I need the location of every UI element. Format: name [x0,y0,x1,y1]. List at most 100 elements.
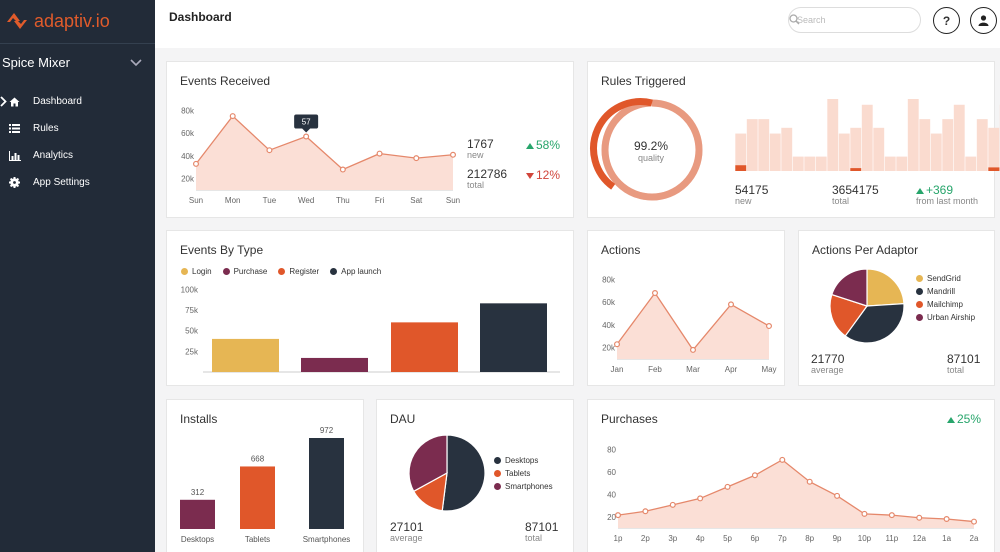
x-tick-label: Sun [189,196,203,205]
x-tick-label: Sat [410,196,423,205]
user-button[interactable] [970,7,997,34]
bar [861,104,873,171]
sidebar-item-rules[interactable]: Rules [0,115,155,142]
bar [746,119,758,171]
list-icon [9,123,21,135]
monthly-change-stat: +369 from last month [916,184,978,206]
bar [907,99,919,171]
sidebar-item-analytics[interactable]: Analytics [0,142,155,169]
data-label: 312 [191,488,205,497]
sidebar-item-dashboard[interactable]: Dashboard [0,88,155,115]
total-rules-stat: 3654175 total [832,184,879,206]
actions-card: Actions 80k 60k 40k 20k Jan Feb Mar Apr May [587,230,785,386]
y-tick-label: 100k [181,285,199,294]
data-point [376,150,383,157]
x-tick-label: 1a [942,534,951,543]
sidebar-item-label: Dashboard [33,96,82,107]
data-point [651,290,658,297]
x-tick-label: 9p [833,534,842,543]
data-point [642,508,649,515]
data-point [751,472,758,479]
logo-mark-icon [7,13,27,29]
legend-label: App launch [341,267,382,276]
help-button[interactable]: ? [933,7,960,34]
y-tick-label: 25k [185,347,199,356]
purchases-chart: 80 60 40 20 1p 2p 3p 4p 5p 6p 7p 8p 9p 10p 11p 12a 1a 2a [607,445,979,543]
sidebar-item-label: App Settings [33,177,90,188]
card-title: Actions Per Adaptor [812,243,919,257]
bar [953,104,965,171]
bar [180,499,215,529]
home-icon [9,96,21,108]
bar [815,156,827,171]
data-point [615,512,622,519]
x-tick-label: 12a [913,534,927,543]
legend-swatch [278,268,286,275]
x-tick-label: 5p [723,534,732,543]
actions-per-adaptor-chart [829,268,905,344]
bar [240,466,275,529]
sidebar-item-app-settings[interactable]: App Settings [0,169,155,196]
card-title: Installs [180,412,218,426]
average-stat: 27101 average [390,521,423,543]
legend-label: Login [192,267,212,276]
data-label: 972 [320,426,334,435]
bar-chart-icon [9,150,21,162]
events-by-type-chart: 100k 75k 50k 25k [181,285,560,373]
sidebar-item-label: Rules [33,123,59,134]
stat-label: new [735,196,752,206]
stat-value: 27101 [390,520,424,534]
data-point [193,160,200,167]
legend-label: Tablets [505,469,531,478]
x-tick-label: 1p [614,534,623,543]
bar [758,119,770,171]
stat-label: average [811,365,844,375]
quality-percent: 99.2% [633,139,669,153]
pie-slice [829,293,868,337]
y-tick-label: 80 [607,445,616,454]
bar [930,133,942,171]
search-icon[interactable] [789,14,800,25]
chevron-right-icon [0,96,7,107]
brand-name: adaptiv.io [34,10,110,31]
change-value: +369 [926,183,954,197]
y-tick-label: 80k [602,275,616,284]
x-tick-label: 2a [970,534,979,543]
y-tick-label: 40k [181,152,195,161]
search-input[interactable] [789,8,899,32]
total-events-stat: 212786 total [467,168,507,190]
legend-swatch [330,268,338,275]
stat-label: average [390,533,423,543]
x-tick-label: Fri [375,196,385,205]
data-point [861,510,868,517]
caret-up-icon [526,143,534,149]
bar [873,127,885,171]
help-icon: ? [942,13,951,28]
legend-label: Urban Airship [927,313,976,322]
data-point [916,514,923,521]
x-tick-label: Feb [648,365,662,374]
brand-logo[interactable]: adaptiv.io [4,8,110,34]
x-tick-label: Apr [725,365,738,374]
data-point [229,113,236,120]
y-tick-label: 80k [181,106,195,115]
dau-card: DAU Desktops Tablets Smartphones 27101 a… [376,399,574,552]
caret-up-icon [947,417,955,423]
legend-label: Purchase [233,267,268,276]
stat-value: 212786 [467,167,508,181]
app-selector[interactable]: Spice Mixer [2,55,152,70]
caret-down-icon [526,173,534,179]
legend-item: Desktops [494,454,553,467]
total-stat: 87101 total [947,353,980,375]
x-tick-label: 6p [750,534,759,543]
legend-label: Smartphones [505,482,553,491]
legend-item: Smartphones [494,480,553,493]
sidebar-nav: Dashboard Rules Analytics App Settings [0,88,155,196]
page-title: Dashboard [169,10,232,24]
y-tick-label: 75k [185,306,199,315]
y-tick-label: 40k [602,321,616,330]
data-point [943,515,950,522]
purchases-card: Purchases 25% 80 60 40 20 1p 2p 3p 4p 5p 6p 7p 8p 9p… [587,399,995,552]
stat-label: total [525,533,543,543]
change-value: 58% [536,138,561,152]
